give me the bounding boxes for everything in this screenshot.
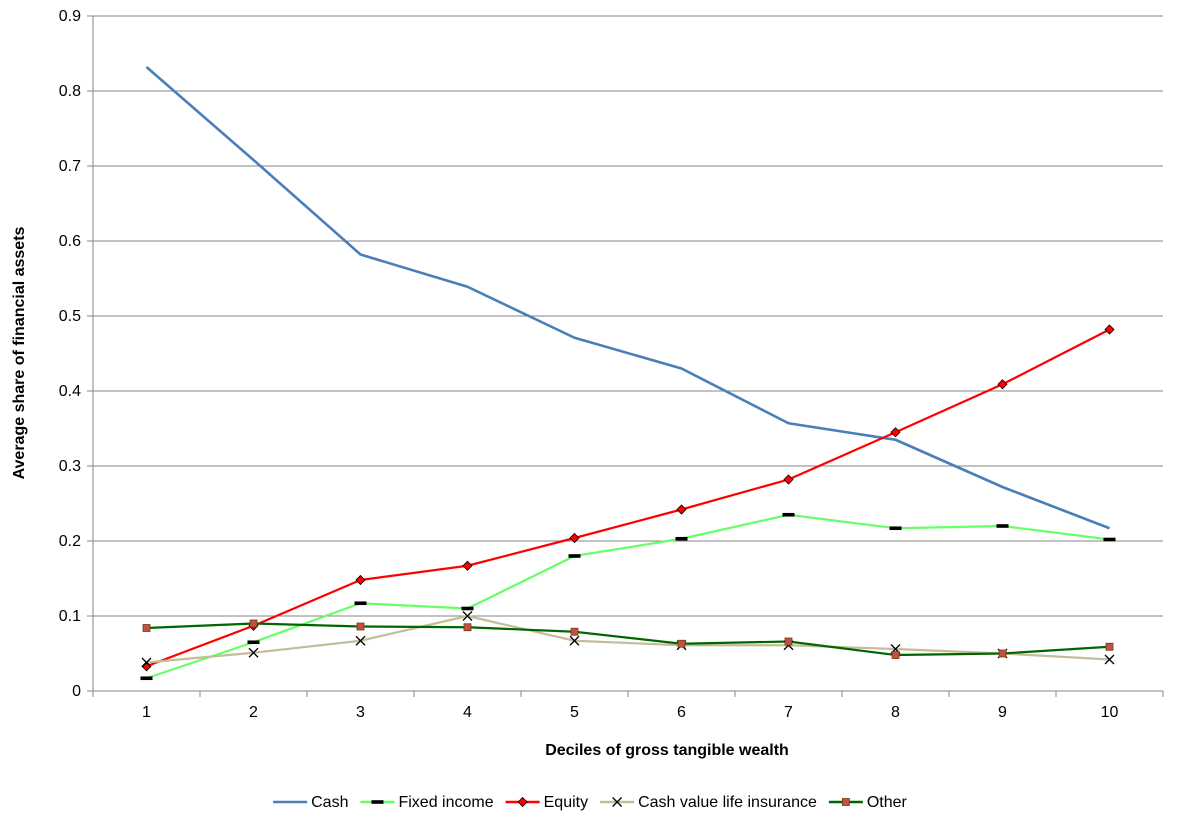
legend-item-equity: Equity [505, 794, 588, 811]
gridlines [93, 15, 1163, 617]
y-tick-label: 0.8 [59, 83, 81, 100]
data-point-fixed-income [354, 601, 367, 606]
axes: 0 0.1 0.2 0.3 0.4 0.5 0.6 0.7 0.8 0.9 1 2 3 4 5 6 7 8 9 10 [59, 8, 1164, 721]
x-tick-label: 1 [142, 704, 151, 721]
data-point-fixed-income [889, 526, 902, 531]
data-point-other [463, 623, 472, 632]
x-tick-label: 2 [249, 704, 258, 721]
data-point-cash-value-life-insurance [1104, 654, 1115, 665]
legend-item-other: Other [828, 794, 908, 811]
y-tick-label: 0.6 [59, 233, 81, 250]
legend-item-cash: Cash [273, 794, 348, 811]
data-point-other [784, 637, 793, 646]
y-tick-label: 0.1 [59, 608, 81, 625]
data-point-other [570, 627, 579, 636]
legend-label: Equity [544, 794, 588, 811]
data-point-fixed-income [568, 554, 581, 558]
data-point-cash-value-life-insurance [569, 635, 580, 646]
series-line-fixed-income [146, 513, 1110, 680]
legend-marker [371, 800, 384, 804]
y-tick-label: 0.7 [59, 158, 81, 175]
data-point-other [249, 619, 258, 628]
data-point-fixed-income [996, 524, 1009, 528]
data-point-other [356, 622, 365, 631]
legend-marker [612, 797, 623, 807]
legend-marker [517, 796, 528, 808]
legend-item-fixed-income: Fixed income [360, 794, 494, 811]
x-tick-label: 6 [677, 704, 686, 721]
data-point-equity [997, 379, 1008, 390]
series-markers [140, 324, 1116, 681]
x-tick-label: 9 [998, 704, 1007, 721]
series-line-cash-value-life-insurance [146, 614, 1110, 664]
data-point-fixed-income [247, 640, 260, 645]
legend-item-cash-value-life-insurance: Cash value life insurance [600, 794, 817, 811]
y-tick-label: 0.3 [59, 458, 81, 475]
data-point-equity [1104, 324, 1115, 335]
x-tick-label: 7 [784, 704, 793, 721]
data-point-equity [569, 532, 580, 544]
legend-label: Fixed income [398, 794, 493, 811]
series-line-equity [146, 328, 1111, 668]
legend-label: Cash value life insurance [638, 794, 817, 811]
data-point-equity [676, 504, 687, 515]
legend-marker [841, 798, 850, 806]
y-tick-label: 0 [72, 683, 81, 700]
data-point-fixed-income [1103, 537, 1116, 542]
data-point-equity [783, 474, 794, 485]
data-point-fixed-income [461, 606, 474, 611]
data-point-cash-value-life-insurance [248, 647, 259, 658]
data-point-other [142, 624, 151, 632]
y-tick-label: 0.4 [59, 383, 81, 400]
legend-label: Cash [311, 794, 348, 811]
legend: Cash Fixed income Equity Cash value life in… [273, 794, 908, 811]
y-tick-label: 0.9 [59, 8, 81, 25]
x-tick-label: 10 [1101, 704, 1119, 721]
data-point-equity [462, 560, 473, 571]
y-tick-label: 0.2 [59, 533, 81, 550]
data-point-other [891, 651, 900, 659]
y-axis-title: Average share of financial assets [11, 226, 28, 479]
data-point-equity [355, 574, 366, 586]
x-tick-label: 4 [463, 704, 472, 721]
series-lines [145, 66, 1111, 680]
data-point-fixed-income [782, 512, 795, 517]
legend-label: Other [867, 794, 908, 811]
x-tick-label: 8 [891, 704, 900, 721]
data-point-cash-value-life-insurance [462, 611, 473, 621]
data-point-equity [890, 427, 901, 438]
data-point-fixed-income [140, 676, 153, 681]
data-point-cash-value-life-insurance [141, 657, 152, 668]
y-tick-label: 0.5 [59, 308, 81, 325]
series-line-cash [145, 66, 1110, 530]
data-point-other [1105, 642, 1114, 651]
data-point-cash-value-life-insurance [355, 635, 366, 646]
data-point-other [677, 639, 686, 648]
series-line-other [146, 622, 1110, 657]
x-tick-label: 3 [356, 704, 365, 721]
x-tick-label: 5 [570, 704, 579, 721]
data-point-other [998, 649, 1007, 658]
data-point-fixed-income [675, 536, 688, 541]
x-axis-title: Deciles of gross tangible wealth [545, 742, 789, 759]
